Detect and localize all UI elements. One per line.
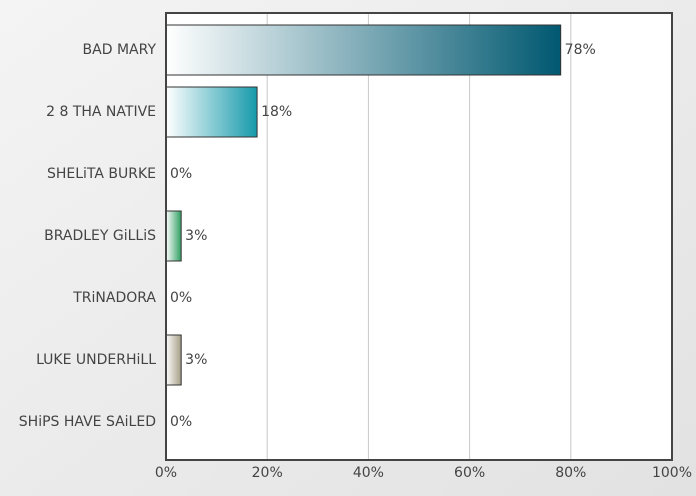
bar (165, 334, 182, 386)
x-tick-label: 60% (454, 465, 485, 481)
y-tick-label: 2 8 THA NATIVE (46, 104, 156, 120)
value-label: 3% (185, 352, 207, 368)
y-tick-label: TRiNADORA (72, 290, 156, 306)
value-label: 0% (170, 166, 192, 182)
y-tick-label: SHELiTA BURKE (47, 166, 156, 182)
x-tick-label: 40% (353, 465, 384, 481)
x-tick-label: 20% (252, 465, 283, 481)
x-tick-label: 100% (652, 465, 692, 481)
value-label: 0% (170, 290, 192, 306)
y-tick-label: SHiPS HAVE SAiLED (19, 414, 156, 430)
bar (165, 86, 258, 138)
bar (165, 24, 562, 76)
plot-frame (165, 12, 673, 461)
y-tick-label: BRADLEY GiLLiS (44, 228, 156, 244)
y-tick-label: BAD MARY (83, 42, 157, 58)
x-tick-label: 0% (155, 465, 177, 481)
value-label: 78% (565, 42, 596, 58)
bar (165, 210, 182, 262)
plot-area (166, 13, 672, 460)
x-tick-label: 80% (555, 465, 586, 481)
value-label: 0% (170, 414, 192, 430)
value-label: 3% (185, 228, 207, 244)
y-tick-label: LUKE UNDERHiLL (36, 352, 156, 368)
value-label: 18% (261, 104, 292, 120)
